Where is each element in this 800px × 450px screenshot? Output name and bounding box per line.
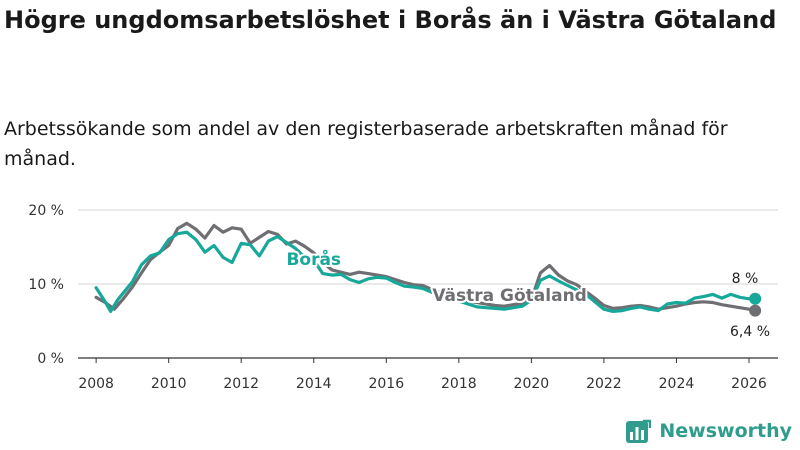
bar-chart-logo-icon: [626, 419, 652, 443]
series-lines: [94, 221, 757, 313]
series-labels: Västra Götaland 6,4 % Borås 8 %: [284, 246, 770, 340]
x-tick-label: 2018: [441, 376, 477, 392]
x-tick-label: 2024: [659, 376, 695, 392]
gridlines: [78, 209, 778, 285]
x-tick-label: 2008: [78, 376, 114, 392]
y-tick-label: 20 %: [28, 203, 64, 219]
vastra-gotaland-end-value-label: 6,4 %: [730, 324, 770, 340]
y-tick-label: 10 %: [28, 277, 64, 293]
vastra-gotaland-line: [94, 221, 757, 313]
chart-title: Högre ungdomsarbetslöshet i Borås än i V…: [4, 6, 777, 34]
x-tick-label: 2026: [731, 376, 767, 392]
boras-series-label: Borås: [286, 248, 341, 270]
x-tick-label: 2014: [296, 376, 332, 392]
boras-line: [94, 230, 757, 313]
boras-end-dot: [749, 292, 762, 305]
newsworthy-logo: Newsworthy: [625, 418, 792, 444]
x-tick-label: 2012: [223, 376, 259, 392]
vg-end-dot: [749, 304, 762, 317]
x-axis: 0 % 10 % 20 % 2008 2010 2012 2014 2016 2018 2020 2…: [28, 203, 778, 392]
boras-end-value-label: 8 %: [732, 271, 759, 287]
x-tick-label: 2016: [368, 376, 404, 392]
x-tick-label: 2022: [586, 376, 622, 392]
brand-name: Newsworthy: [659, 420, 792, 442]
vastra-gotaland-series-label: Västra Götaland: [432, 286, 587, 306]
x-tick-label: 2020: [514, 376, 550, 392]
chart-subtitle: Arbetssökande som andel av den registerb…: [4, 118, 728, 170]
x-tick-label: 2010: [151, 376, 187, 392]
y-tick-label: 0 %: [37, 351, 64, 367]
